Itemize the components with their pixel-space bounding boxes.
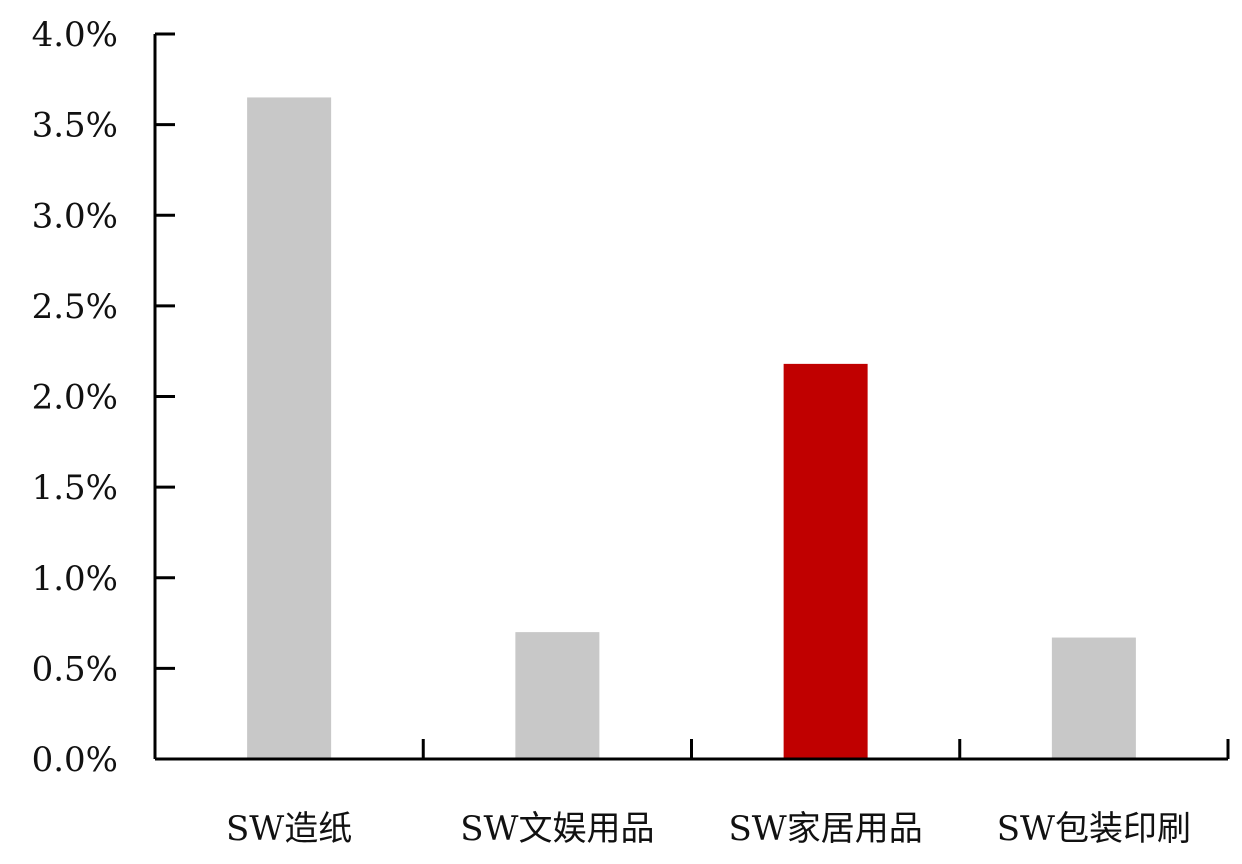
bar-1: [247, 97, 332, 759]
bar-2: [515, 632, 600, 759]
x-tick-label: SW家居用品: [729, 809, 923, 849]
x-tick-label: SW包装印刷: [997, 809, 1191, 849]
bar-3: [783, 363, 868, 759]
y-tick-label: 4.0%: [32, 15, 118, 55]
y-tick-label: 1.5%: [32, 468, 118, 508]
y-tick-label: 3.0%: [32, 196, 118, 236]
y-tick-label: 3.5%: [32, 106, 118, 146]
y-tick-label: 2.0%: [32, 378, 118, 418]
x-tick-label: SW文娱用品: [460, 809, 654, 849]
x-tick-label: SW造纸: [226, 809, 352, 849]
y-tick-label: 0.0%: [32, 740, 118, 780]
bar-4: [1051, 637, 1136, 759]
y-tick-label: 1.0%: [32, 559, 118, 599]
y-tick-label: 0.5%: [32, 649, 118, 689]
y-tick-label: 2.5%: [32, 287, 118, 327]
